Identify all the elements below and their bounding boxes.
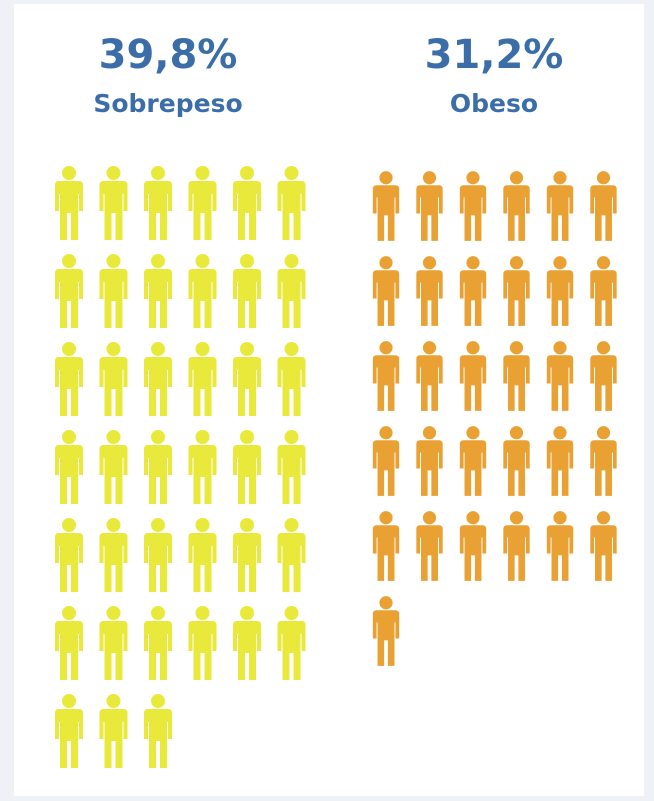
value-label: 31,2% <box>425 32 564 78</box>
pictogram-area: 39,8% Sobrepeso 31,2% Obeso <box>55 32 617 768</box>
category-label: Sobrepeso <box>93 89 242 118</box>
category-label: Obeso <box>450 89 538 118</box>
value-label: 39,8% <box>99 32 238 78</box>
